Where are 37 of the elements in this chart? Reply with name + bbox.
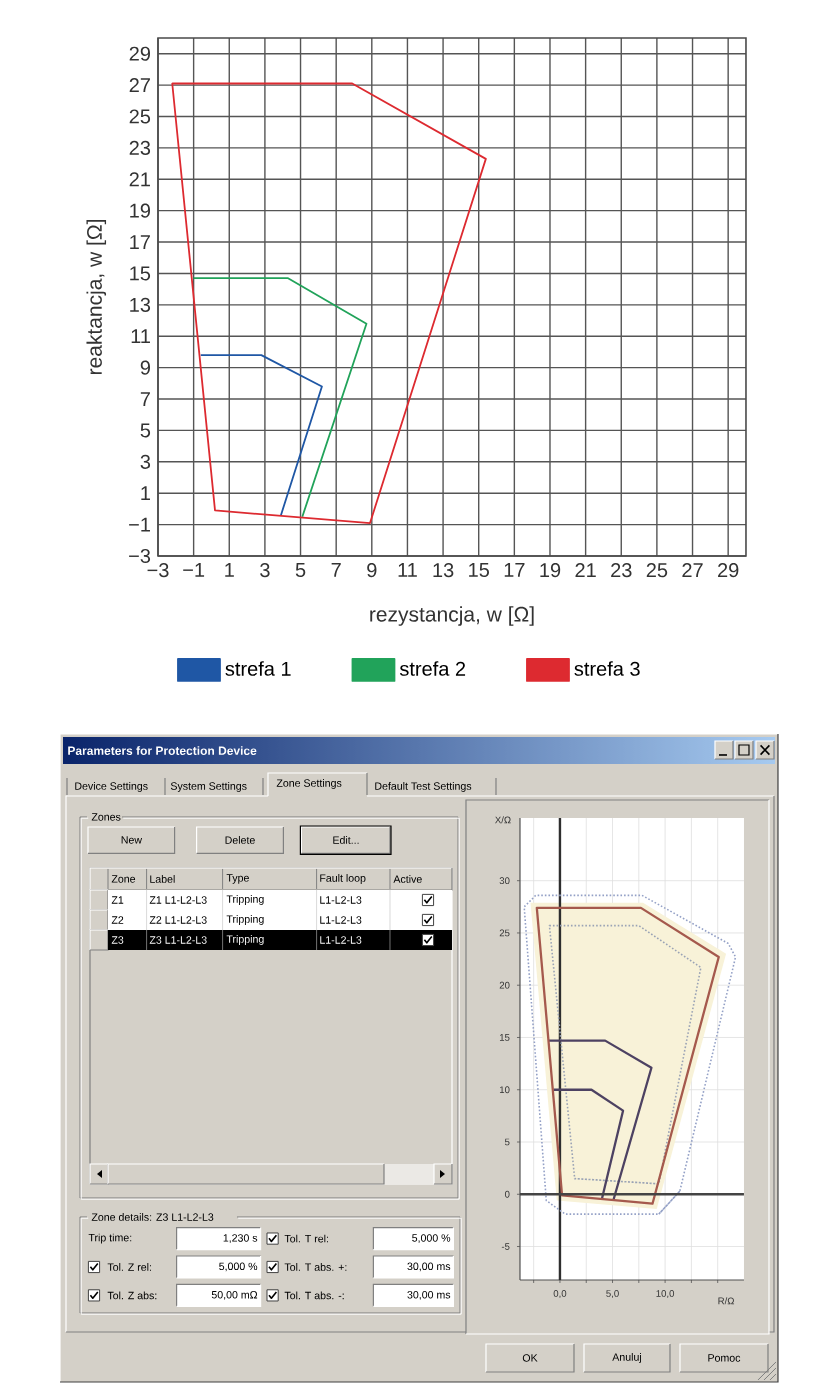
y-tick-label: 19 <box>130 203 150 218</box>
x-tick-label: 1 <box>225 563 234 577</box>
x-tick-label: 19 <box>540 563 561 578</box>
y-tick-label: 13 <box>130 297 151 312</box>
legend-label: strefa 1 <box>225 661 291 676</box>
x-tick-label: 9 <box>367 563 377 578</box>
y-axis-title: reaktancja, w [Ω] <box>86 220 107 375</box>
y-tick-label: 27 <box>129 78 150 93</box>
y-tick-label: 3 <box>140 454 151 469</box>
x-tick-label: −1 <box>183 563 205 577</box>
x-tick-label: 13 <box>433 563 454 578</box>
x-tick-label: 15 <box>469 563 489 577</box>
x-tick-label: 11 <box>398 563 417 577</box>
y-tick-label: 5 <box>140 423 151 438</box>
y-tick-label: 7 <box>140 392 150 406</box>
x-tick-label: 23 <box>611 563 632 578</box>
y-tick-label: 21 <box>129 172 150 187</box>
y-tick-label: 15 <box>130 266 151 281</box>
x-tick-label: 29 <box>718 563 739 578</box>
x-tick-label: 7 <box>331 563 341 577</box>
x-tick-label: 5 <box>295 563 306 577</box>
legend-label: strefa 2 <box>399 661 466 676</box>
y-tick-label: 23 <box>129 140 151 155</box>
y-tick-label: 17 <box>130 235 150 249</box>
x-tick-label: 27 <box>682 563 703 578</box>
y-tick-label: −3 <box>129 548 151 564</box>
x-tick-label: 25 <box>646 563 668 578</box>
y-tick-label: −1 <box>129 517 150 532</box>
y-tick-label: 1 <box>141 486 150 501</box>
x-tick-label: 3 <box>260 563 270 578</box>
legend-label: strefa 3 <box>574 661 640 676</box>
y-tick-label: 9 <box>140 360 150 375</box>
x-tick-label: 21 <box>575 563 596 578</box>
y-tick-label: 25 <box>129 109 151 124</box>
y-tick-label: 29 <box>129 46 150 61</box>
x-axis-title: rezystancja, w [Ω] <box>370 606 534 626</box>
y-tick-label: 11 <box>131 329 150 344</box>
